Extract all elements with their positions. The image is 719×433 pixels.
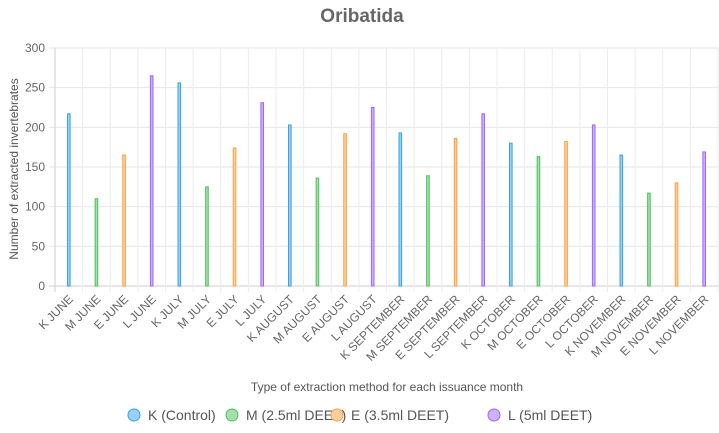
bar-4-4 [149, 75, 154, 287]
y-tick-label: 50 [32, 239, 46, 253]
bar-2-22 [647, 192, 651, 287]
y-tick-label: 250 [25, 81, 45, 95]
legend-swatch [330, 408, 344, 422]
bar-2-10 [315, 177, 320, 287]
y-tick-label: 100 [25, 200, 45, 214]
legend-swatch [487, 408, 501, 422]
bar-1-9 [288, 124, 292, 287]
bar-3-7 [232, 147, 237, 287]
bar-4-20 [591, 124, 596, 287]
bar-4-8 [260, 102, 264, 287]
bar-1-17 [509, 142, 513, 287]
bar-4-16 [481, 113, 485, 287]
bar-3-23 [674, 182, 679, 287]
bar-3-15 [453, 137, 458, 287]
legend-label: E (3.5ml DEET) [351, 407, 449, 423]
bar-1-5 [177, 82, 182, 287]
y-axis-title: Number of extracted invertebrates [7, 78, 21, 259]
bar-4-12 [370, 107, 375, 287]
y-tick-label: 300 [25, 41, 45, 55]
x-axis-title: Type of extraction method for each issua… [251, 380, 523, 394]
y-axis: 0 50 100 150 200 250 300 [25, 41, 45, 293]
bar-1-21 [619, 154, 624, 287]
bar-3-3 [122, 154, 126, 287]
bar-2-6 [205, 186, 209, 287]
bar-3-11 [343, 133, 347, 287]
bar-2-14 [426, 175, 430, 287]
bar-2-2 [94, 198, 99, 287]
bar-4-24 [702, 151, 706, 287]
grid [49, 47, 719, 292]
legend-label: L (5ml DEET) [508, 407, 592, 423]
legend-label: M (2.5ml DEET) [246, 407, 346, 423]
y-tick-label: 200 [25, 120, 45, 134]
bar-3-19 [564, 141, 568, 287]
bar-2-18 [536, 156, 541, 287]
legend-swatch [225, 408, 239, 422]
chart-title: Oribatida [320, 6, 404, 27]
y-tick-label: 150 [25, 160, 45, 174]
bar-1-13 [398, 132, 403, 287]
legend-swatch [127, 408, 141, 422]
legend-label: K (Control) [148, 407, 216, 423]
bar-1-1 [67, 113, 71, 287]
legend: K (Control) M (2.5ml DEET) E (3.5ml DEET) L… [127, 407, 592, 423]
bars [67, 75, 706, 287]
y-tick-label: 0 [38, 279, 45, 293]
